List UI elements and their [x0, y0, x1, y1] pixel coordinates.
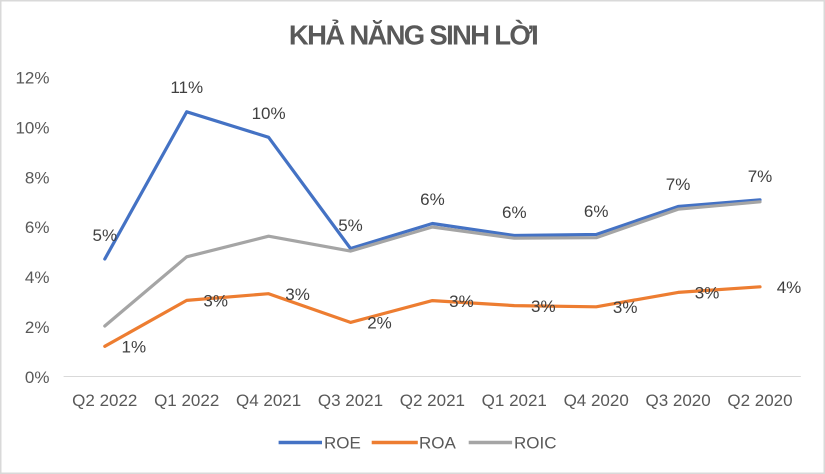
svg-text:11%: 11%	[170, 78, 203, 97]
svg-text:Q2 2022: Q2 2022	[72, 391, 137, 410]
svg-text:Q3 2021: Q3 2021	[318, 391, 383, 410]
svg-text:3%: 3%	[695, 284, 720, 303]
svg-text:4%: 4%	[777, 278, 802, 297]
svg-text:12%: 12%	[15, 69, 49, 88]
svg-text:Q2 2021: Q2 2021	[400, 391, 465, 410]
svg-text:6%: 6%	[420, 190, 445, 209]
svg-text:8%: 8%	[25, 168, 50, 187]
svg-text:7%: 7%	[666, 175, 691, 194]
svg-text:Q4 2020: Q4 2020	[564, 391, 629, 410]
svg-text:1%: 1%	[122, 338, 147, 357]
svg-text:2%: 2%	[367, 314, 392, 333]
svg-text:3%: 3%	[531, 297, 556, 316]
svg-text:3%: 3%	[613, 298, 638, 317]
svg-text:6%: 6%	[502, 203, 527, 222]
svg-text:2%: 2%	[25, 318, 50, 337]
svg-text:Q2 2020: Q2 2020	[727, 391, 792, 410]
svg-text:Q1 2021: Q1 2021	[482, 391, 547, 410]
svg-text:5%: 5%	[93, 226, 118, 245]
svg-text:Q1 2022: Q1 2022	[154, 391, 219, 410]
svg-text:3%: 3%	[203, 292, 228, 311]
svg-text:5%: 5%	[338, 216, 363, 235]
svg-text:6%: 6%	[584, 202, 609, 221]
svg-text:Q4 2021: Q4 2021	[236, 391, 301, 410]
svg-text:7%: 7%	[748, 167, 773, 186]
svg-text:ROIC: ROIC	[514, 434, 557, 453]
svg-text:10%: 10%	[15, 118, 49, 137]
svg-text:3%: 3%	[285, 285, 310, 304]
svg-text:3%: 3%	[449, 292, 474, 311]
svg-text:10%: 10%	[252, 104, 286, 123]
svg-text:6%: 6%	[25, 218, 50, 237]
svg-text:ROA: ROA	[419, 434, 457, 453]
svg-text:KHẢ NĂNG SINH LỜI: KHẢ NĂNG SINH LỜI	[289, 19, 537, 51]
svg-text:4%: 4%	[25, 268, 50, 287]
svg-text:0%: 0%	[25, 368, 50, 387]
svg-text:ROE: ROE	[324, 434, 361, 453]
svg-text:Q3 2020: Q3 2020	[645, 391, 710, 410]
